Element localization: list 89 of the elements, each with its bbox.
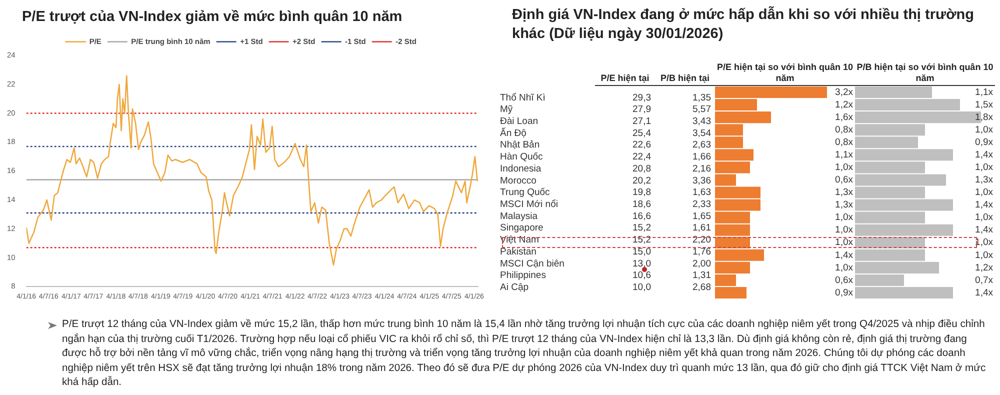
data-label: 1,0x	[975, 187, 994, 198]
y-tick-label: Singapore	[500, 222, 544, 234]
data-label: 16,6	[632, 210, 651, 222]
data-label: 1,4x	[975, 224, 994, 236]
data-label: 1,61	[692, 222, 711, 234]
data-label: 1,0x	[975, 237, 994, 248]
data-label: 2,00	[692, 258, 711, 270]
data-label: 10,6	[632, 270, 651, 282]
data-label: 1,0x	[835, 237, 854, 248]
data-label: 25,4	[632, 128, 651, 139]
data-label: 19,8	[632, 187, 651, 198]
y-tick-label: Pakistan	[500, 246, 536, 258]
chart-title: Định giá VN-Index đang ở mức hấp dẫn khi so với nhiều thị trường khác (Dữ liệu ngày 30/01/2026)	[512, 6, 975, 44]
y-tick-label: Đài Loan	[500, 116, 538, 127]
data-label: 3,36	[692, 175, 711, 186]
data-label: 1,0x	[835, 212, 854, 224]
x-tick-label: P/E hiện tại	[600, 72, 650, 84]
data-label: 5,57	[692, 104, 711, 116]
y-tick-label: Indonesia	[500, 163, 542, 174]
data-label: 29,3	[632, 92, 651, 104]
data-label: 15,2	[632, 222, 651, 234]
data-label: 1,66	[692, 152, 711, 163]
data-label: 0,6x	[835, 174, 854, 186]
data-label: 1,0x	[975, 250, 994, 261]
data-label: 1,4x	[975, 150, 994, 161]
data-label: 1,3x	[835, 187, 854, 198]
y-tick-label: Trung Quốc	[500, 187, 550, 198]
data-label: 0,8x	[835, 137, 854, 148]
y-tick-label: Ai Cập	[500, 282, 529, 293]
data-label: 1,8x	[975, 112, 994, 123]
chart-title: P/B hiện tại so với bình quân 10 năm	[856, 61, 994, 84]
data-label: 2,16	[692, 163, 711, 174]
y-tick-label: Ấn Độ	[500, 126, 526, 139]
text: P/E trượt 12 tháng của VN-Index giảm về mức 15,2 lần, thấp hơn mức trung bình 10 năm là 15,4 lần nhờ tăng trưởng lợi nhuận tích cực của các doanh nghiệp niêm yết trong Q4/2025 và nhịp điều chỉnh ngắn hạn của thị trường cuối T1/2026. Trường hợp nếu loại cổ phiếu VIC ra khỏi rổ chỉ số, thì P/E trượt 12 tháng của VN-Index hiện chỉ là 13,3 lần. Dù định giá không còn rẻ, định giá thị trường đang được hỗ trợ bởi nền tảng vĩ mô vững chắc, triển vọng nâng hạng thị trường và triển vọng tăng trưởng lợi nhuận của doanh nghiệp niêm yết khả quan trong năm 2026. Chúng tôi dự phóng các doanh nghiệp niêm yết trên HSX sẽ đạt tăng trưởng lợi nhuận 18% trong năm 2026. Theo đó sẽ đưa P/E dự phóng 2026 của VN-Index duy trì quanh mức 13 lần, qua đó giữ cho định giá TTCK Việt Nam ở mức khá hấp dẫn.	[62, 318, 987, 390]
data-label: 1,1x	[835, 150, 854, 161]
data-label: 1,4x	[835, 250, 854, 261]
y-tick-label: MSCI Mới nổi	[500, 198, 558, 210]
data-label: 1,31	[692, 270, 711, 282]
y-tick-label: Mỹ	[500, 104, 513, 116]
y-tick-label: MSCI Cận biên	[500, 258, 564, 270]
data-label: 0,9x	[975, 137, 994, 148]
data-label: 20,2	[632, 175, 651, 186]
data-label: 22,6	[632, 140, 651, 151]
y-tick-label: Philippines	[500, 270, 546, 282]
data-label: 27,9	[632, 104, 651, 116]
data-label: 0,7x	[975, 274, 994, 286]
data-label: 27,1	[632, 116, 651, 127]
data-label: 18,6	[632, 198, 651, 210]
data-label: 1,0x	[975, 124, 994, 136]
data-label: 0,6x	[835, 274, 854, 286]
data-label: 0,8x	[835, 124, 854, 136]
data-label: 1,0x	[975, 162, 994, 174]
data-label: 20,8	[632, 163, 651, 174]
y-tick-label: Malaysia	[500, 210, 538, 222]
data-label: 1,3x	[835, 200, 854, 211]
data-label: 1,6x	[835, 112, 854, 123]
data-label: 1,65	[692, 210, 711, 222]
y-tick-label: Hàn Quốc	[500, 152, 544, 163]
data-label: 1,76	[692, 246, 711, 258]
data-label: 1,5x	[975, 99, 994, 110]
data-label: 10,0	[632, 282, 651, 293]
data-label: 1,4x	[975, 200, 994, 211]
data-label: 3,2x	[835, 86, 854, 98]
data-label: 2,33	[692, 198, 711, 210]
data-label: 13,0	[632, 258, 651, 270]
y-tick-label: Nhật Bản	[500, 140, 540, 151]
data-label: 1,3x	[975, 174, 994, 186]
data-label: 0,9x	[835, 287, 854, 298]
chart-title: P/E hiện tại so với bình quân 10 năm	[716, 61, 854, 84]
data-label: 1,1x	[975, 86, 994, 98]
data-label: 1,0x	[975, 212, 994, 224]
data-label: 1,0x	[835, 224, 854, 236]
data-label: 1,63	[692, 187, 711, 198]
data-label: 2,68	[692, 282, 711, 293]
y-tick-label: Thổ Nhĩ Kì	[500, 92, 546, 104]
data-label: 22,4	[632, 152, 651, 163]
data-label: 3,54	[692, 128, 711, 139]
data-label: 1,35	[692, 92, 711, 104]
x-tick-label: P/B hiện tại	[659, 72, 710, 84]
data-label: 1,0x	[835, 262, 854, 274]
y-tick-label: Morocco	[500, 175, 536, 186]
data-label: 1,0x	[835, 162, 854, 174]
data-label: 15,0	[632, 246, 651, 258]
chart-title: P/E trượt của VN-Index giảm về mức bình quân 10 năm	[22, 8, 404, 27]
data-label: 3,43	[692, 116, 711, 127]
data-label: 1,4x	[975, 287, 994, 298]
data-label: 1,2x	[975, 262, 994, 274]
data-label: 1,2x	[835, 99, 854, 110]
data-label: 2,63	[692, 140, 711, 151]
